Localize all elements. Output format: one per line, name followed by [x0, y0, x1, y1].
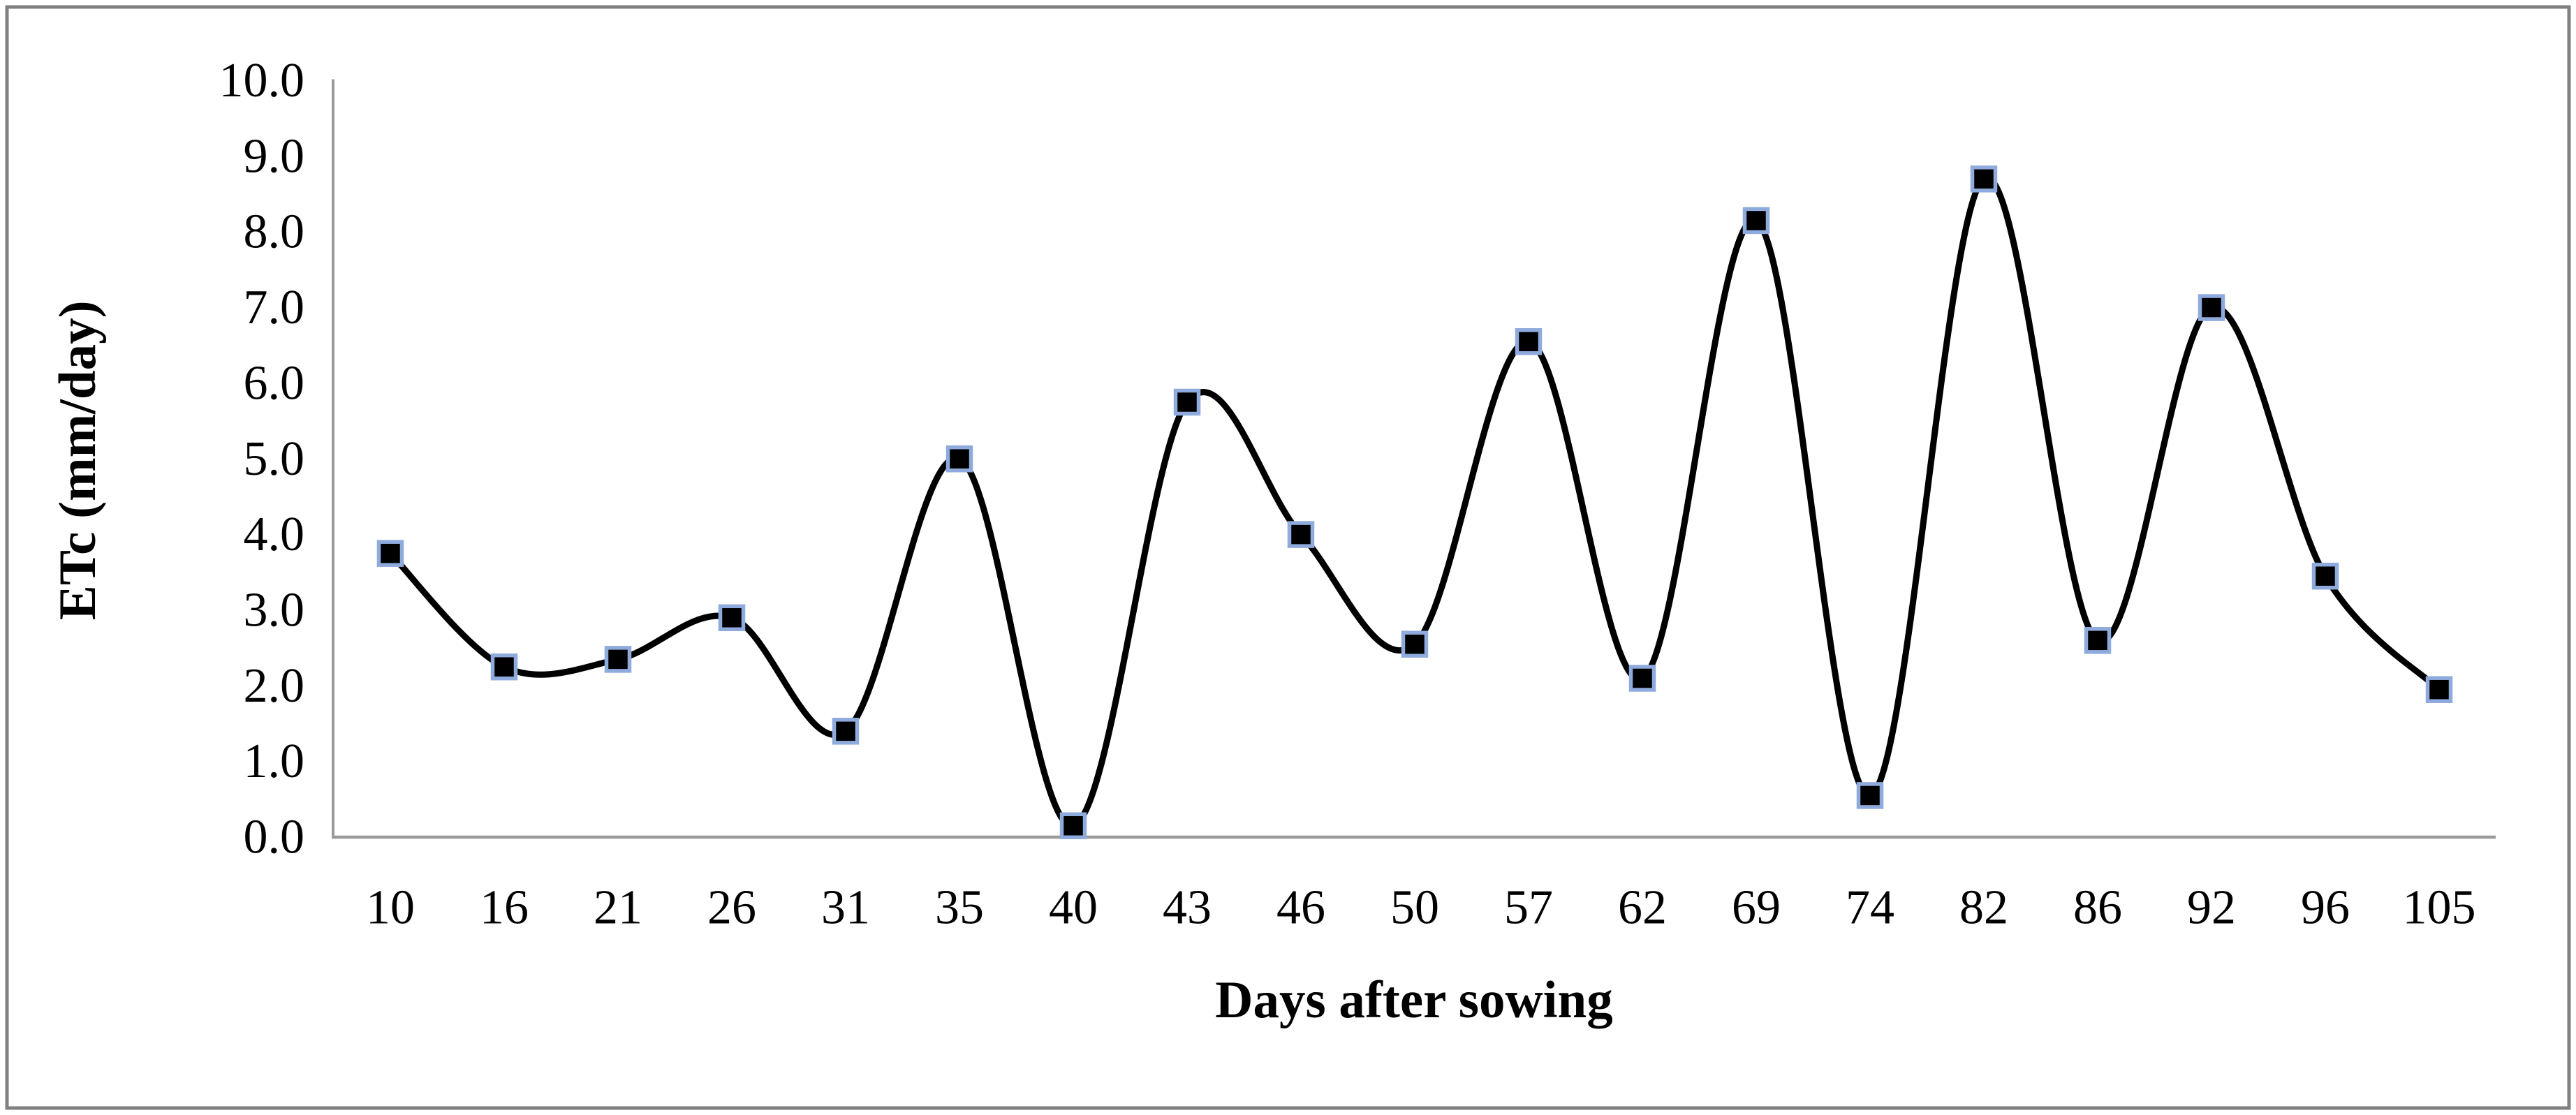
- y-tick-label: 8.0: [244, 205, 305, 259]
- y-tick-label: 10.0: [219, 54, 305, 108]
- figure-border: [5, 5, 2571, 1110]
- data-point-marker: [1401, 630, 1429, 658]
- data-point-marker: [1515, 328, 1543, 355]
- y-tick-label: 7.0: [244, 281, 305, 334]
- x-tick-label: 69: [1732, 881, 1781, 935]
- y-tick-label: 6.0: [244, 356, 305, 410]
- y-tick-label: 1.0: [244, 734, 305, 788]
- x-tick-label: 21: [594, 881, 642, 935]
- x-tick-label: 10: [366, 881, 415, 935]
- data-point-marker: [2084, 627, 2112, 654]
- x-tick-label: 57: [1504, 881, 1553, 935]
- x-tick-label: 86: [2073, 881, 2122, 935]
- y-axis-title: ETc (mm/day): [48, 300, 107, 621]
- y-tick-label: 9.0: [244, 129, 305, 183]
- data-point-marker: [2425, 676, 2453, 703]
- x-tick-label: 82: [1959, 881, 2008, 935]
- x-tick-label: 62: [1618, 881, 1667, 935]
- y-tick-label: 3.0: [244, 583, 305, 637]
- data-point-marker: [832, 718, 860, 745]
- y-tick-label: 5.0: [244, 432, 305, 486]
- x-tick-label: 43: [1163, 881, 1212, 935]
- data-point-marker: [1059, 812, 1087, 839]
- x-tick-label: 96: [2301, 881, 2350, 935]
- x-tick-label: 16: [480, 881, 529, 935]
- x-tick-label: 74: [1846, 881, 1894, 935]
- data-point-marker: [490, 653, 518, 681]
- data-point-marker: [945, 445, 973, 473]
- x-tick-label: 40: [1049, 881, 1098, 935]
- x-tick-label: 50: [1390, 881, 1439, 935]
- x-tick-label: 31: [821, 881, 870, 935]
- data-point-marker: [604, 646, 632, 673]
- data-point-marker: [2198, 294, 2225, 321]
- data-point-marker: [1856, 782, 1884, 809]
- y-tick-label: 0.0: [244, 811, 305, 864]
- y-tick-label: 4.0: [244, 508, 305, 561]
- x-axis-title: Days after sowing: [1215, 971, 1613, 1029]
- x-tick-label: 35: [935, 881, 984, 935]
- data-point-marker: [1173, 388, 1201, 416]
- x-tick-label: 26: [707, 881, 756, 935]
- data-point-marker: [718, 604, 746, 632]
- data-point-marker: [2311, 562, 2339, 590]
- data-point-marker: [1970, 165, 1998, 193]
- y-tick-label: 2.0: [244, 659, 305, 713]
- x-tick-label: 105: [2403, 881, 2476, 935]
- data-point-marker: [1287, 521, 1315, 548]
- x-tick-label: 92: [2187, 881, 2236, 935]
- series-line: [387, 175, 2443, 829]
- data-point-marker: [1742, 207, 1770, 235]
- data-point-marker: [1628, 665, 1656, 692]
- x-tick-label: 46: [1276, 881, 1325, 935]
- data-point-marker: [376, 540, 404, 567]
